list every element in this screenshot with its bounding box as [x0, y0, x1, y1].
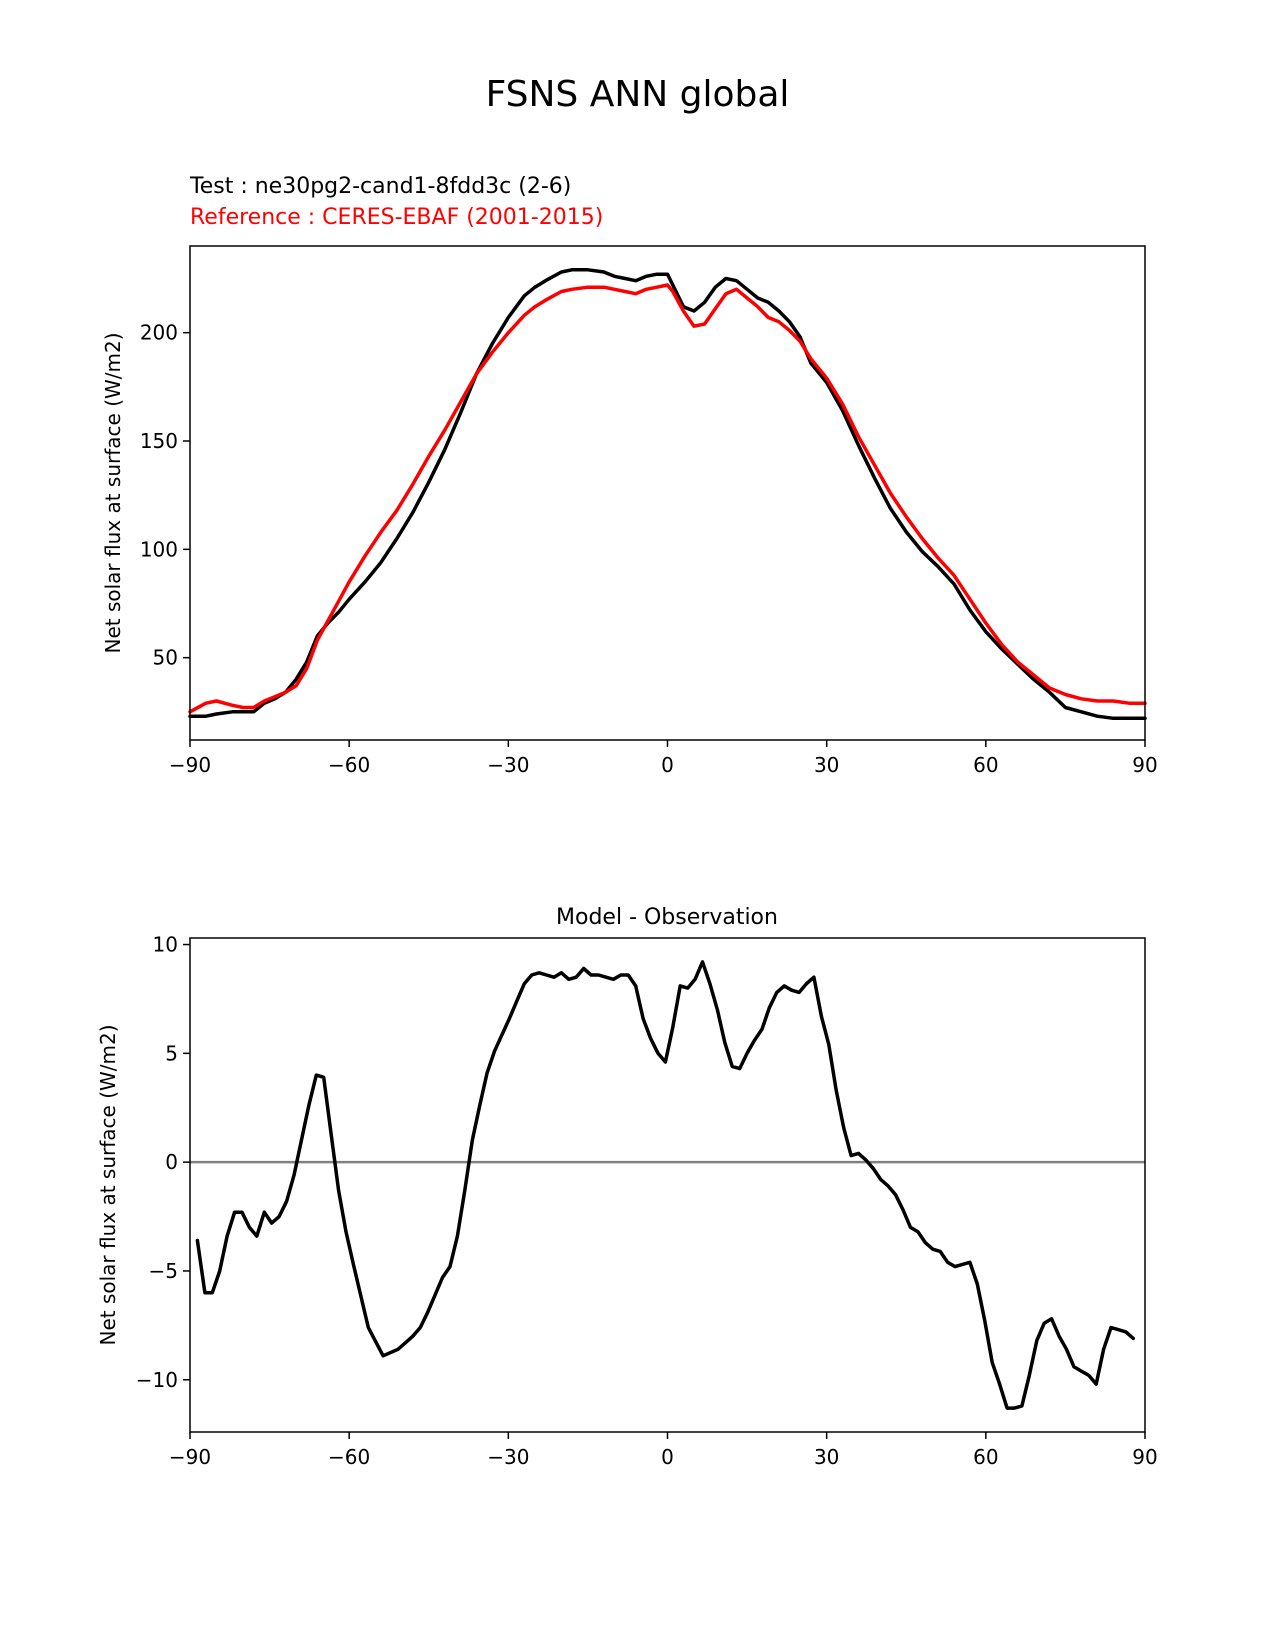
- bottom-y-tick-label: 5: [165, 1041, 178, 1065]
- top-panel: −90 −60 −30 0 30 60 90 50 100 150 200 Net solar f…: [101, 245, 1158, 777]
- bottom-y-ticks: −10 −5 0 5 10: [136, 933, 190, 1392]
- bottom-x-ticks: −90 −60 −30 0 30 60 90: [169, 1432, 1158, 1469]
- bottom-x-tick-label: 60: [973, 1445, 998, 1469]
- bottom-panel-title: Model - Observation: [556, 905, 778, 930]
- bottom-y-axis-label: Net solar flux at surface (W/m2): [96, 1024, 120, 1345]
- bottom-x-tick-label: −30: [487, 1445, 529, 1469]
- bottom-panel: Model - Observation −90 −60 −30 0 30 60 90 −10…: [96, 905, 1158, 1469]
- bottom-y-tick-label: 0: [165, 1150, 178, 1174]
- top-x-tick-label: −60: [328, 753, 370, 777]
- bottom-x-tick-label: −60: [328, 1445, 370, 1469]
- bottom-y-tick-label: 10: [153, 933, 178, 957]
- top-x-tick-label: 30: [814, 753, 839, 777]
- test-label: Test : ne30pg2-cand1-8fdd3c (2-6): [190, 174, 572, 199]
- top-y-axis-label: Net solar flux at surface (W/m2): [101, 332, 125, 653]
- top-y-tick-label: 50: [153, 646, 178, 670]
- top-x-tick-label: 60: [973, 753, 998, 777]
- top-y-tick-label: 100: [140, 537, 178, 561]
- top-x-tick-label: −90: [169, 753, 211, 777]
- bottom-x-tick-label: 0: [661, 1445, 674, 1469]
- bottom-x-tick-label: 90: [1132, 1445, 1157, 1469]
- bottom-series-group: [195, 960, 1136, 1410]
- top-x-ticks: −90 −60 −30 0 30 60 90: [169, 740, 1158, 777]
- bottom-y-tick-label: −10: [136, 1368, 178, 1392]
- top-x-tick-label: 0: [661, 753, 674, 777]
- top-x-tick-label: 90: [1132, 753, 1157, 777]
- top-y-ticks: 50 100 150 200: [140, 321, 190, 670]
- bottom-x-tick-label: 30: [814, 1445, 839, 1469]
- top-plot-frame: [189, 245, 1146, 741]
- bottom-plot-frame: [189, 937, 1146, 1433]
- top-series-line-0: [188, 268, 1147, 721]
- top-series-group: [188, 268, 1147, 721]
- top-x-tick-label: −30: [487, 753, 529, 777]
- bottom-y-tick-label: −5: [149, 1259, 178, 1283]
- top-y-tick-label: 150: [140, 429, 178, 453]
- top-y-tick-label: 200: [140, 321, 178, 345]
- bottom-series-line-0: [195, 960, 1136, 1410]
- figure-title: FSNS ANN global: [485, 74, 790, 115]
- bottom-x-tick-label: −90: [169, 1445, 211, 1469]
- top-series-line-1: [188, 283, 1147, 714]
- reference-label: Reference : CERES-EBAF (2001-2015): [190, 205, 604, 230]
